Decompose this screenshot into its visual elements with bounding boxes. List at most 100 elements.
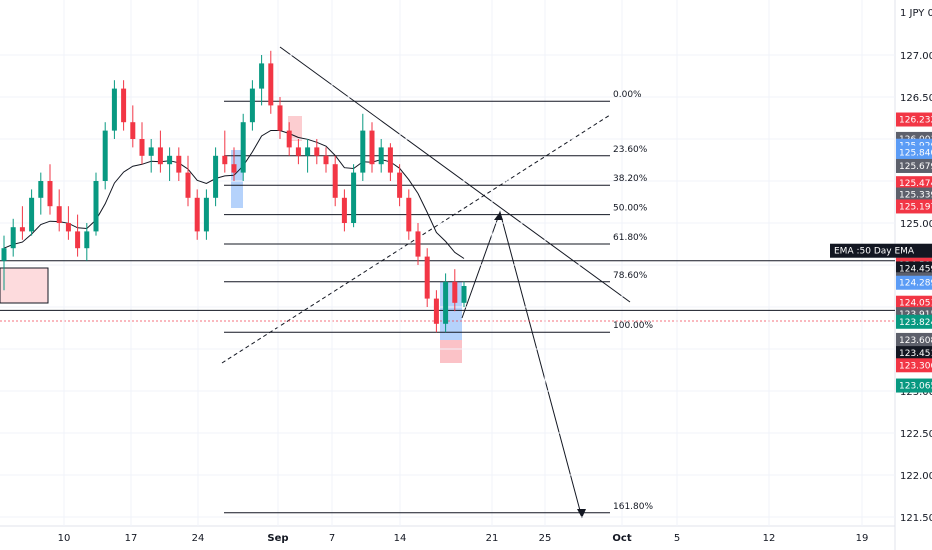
projection-arrowhead-down	[577, 509, 586, 518]
fib-level-label: 100.00%	[613, 321, 653, 331]
price-tag	[896, 145, 932, 160]
candle-body	[84, 231, 90, 249]
candle-body	[461, 286, 467, 303]
candle-body	[406, 197, 412, 232]
price-tag-label: 124.051	[899, 299, 932, 309]
fibonacci-layer: 0.00% 23.60% 38.20% 50.00% 61.80% 78.60% 100.0…	[224, 90, 653, 514]
candle-body	[65, 223, 71, 232]
x-tick-label: 17	[125, 533, 138, 544]
price-tag	[896, 112, 932, 127]
price-tag	[896, 176, 932, 191]
x-tick-label: Sep	[267, 533, 288, 544]
candle-body	[443, 281, 449, 324]
ema-tag-layer: EMA :50 Day EMA	[830, 243, 932, 258]
candle-body	[185, 172, 191, 198]
candle-body	[157, 147, 163, 165]
price-tag-label: 123.306	[899, 361, 932, 371]
y-tick-label: 122.500	[900, 429, 932, 440]
fib-level-label: 38.20%	[613, 174, 648, 184]
price-tag	[896, 378, 932, 393]
candle-body	[268, 63, 274, 106]
candle-body	[194, 197, 200, 232]
price-tag-label: 123.065	[899, 382, 932, 392]
candle-body	[148, 147, 154, 156]
descending-trendline	[279, 46, 631, 303]
candle-body	[38, 181, 44, 198]
y-tick-label: 126.500	[900, 93, 932, 104]
price-tag-label: 123.824	[899, 318, 932, 328]
grid-layer	[0, 0, 895, 526]
candle-body	[102, 130, 108, 181]
fib-level-label: 50.00%	[613, 204, 648, 214]
fib-level-label: 61.80%	[613, 233, 648, 243]
currency-label: 1 JPY 0	[900, 8, 932, 19]
candle-body	[305, 147, 311, 156]
x-tick-label: 24	[192, 533, 205, 544]
price-tag-label: 123.451	[899, 349, 932, 359]
price-tag-label: 125.840	[899, 148, 932, 158]
candle-body	[351, 172, 357, 223]
candle-body	[213, 155, 219, 198]
candle-body	[240, 122, 246, 173]
candle-body	[378, 147, 384, 165]
x-tick-label: 19	[856, 533, 869, 544]
candle-body	[424, 256, 430, 299]
price-tag-label: 125.339	[899, 191, 932, 201]
price-tag-label: 125.197	[899, 202, 932, 212]
price-tag	[896, 295, 932, 310]
candle-body	[93, 181, 99, 232]
y-tick-label: 127.000	[900, 51, 932, 62]
candle-body	[139, 139, 145, 156]
candle-body	[75, 231, 81, 249]
fib-level-label: 0.00%	[613, 90, 642, 100]
y-tick-label: 125.000	[900, 219, 932, 230]
candle-body	[295, 147, 301, 156]
candle-body	[323, 155, 329, 165]
highlight-box-red-2	[440, 340, 462, 363]
candle-body	[452, 281, 458, 303]
candle-body	[203, 197, 209, 232]
time-axis: 10 17 24 Sep 7 14 21 25 Oct 5 12 19	[58, 533, 869, 544]
y-tick-label: 121.500	[900, 513, 932, 524]
price-tag	[896, 314, 932, 329]
candle-body	[397, 172, 403, 198]
price-tag-label: 126.232	[899, 116, 932, 126]
candle-body	[29, 197, 35, 232]
price-tag	[896, 358, 932, 373]
x-tick-label: 12	[763, 533, 776, 544]
ema-label-text: EMA :50 Day EMA	[834, 247, 915, 257]
candle-body	[286, 130, 292, 148]
price-tag-label: 123.608	[899, 336, 932, 346]
fib-level-label: 23.60%	[613, 145, 648, 155]
candle-body	[19, 227, 25, 232]
candle-body	[415, 231, 421, 257]
x-tick-label: 25	[539, 533, 552, 544]
y-tick-label: 122.000	[900, 471, 932, 482]
x-tick-label: 14	[394, 533, 407, 544]
price-tags-layer: 126.232126.001125.920125.840125.698125.6…	[896, 112, 932, 393]
candle-body	[121, 88, 127, 123]
candle-body	[10, 227, 16, 249]
fib-level-label: 161.80%	[613, 502, 653, 512]
candle-body	[176, 155, 182, 173]
candle-body	[341, 197, 347, 223]
price-tag	[896, 332, 932, 347]
price-tag	[896, 187, 932, 202]
x-tick-label: Oct	[612, 533, 631, 544]
candle-body	[47, 181, 53, 207]
candle-body	[433, 298, 439, 324]
price-tag-label: 124.289	[899, 279, 932, 289]
x-tick-label: 10	[58, 533, 71, 544]
price-tag	[896, 261, 932, 276]
price-tag-label: 125.474	[899, 179, 932, 189]
candle-body	[332, 164, 338, 198]
candle-body	[369, 130, 375, 165]
fib-level-label: 78.60%	[613, 271, 648, 281]
supply-zone-box	[0, 267, 49, 304]
x-tick-label: 7	[329, 533, 335, 544]
candle-body	[222, 155, 228, 165]
candle-body	[56, 206, 62, 223]
price-tag	[896, 275, 932, 290]
